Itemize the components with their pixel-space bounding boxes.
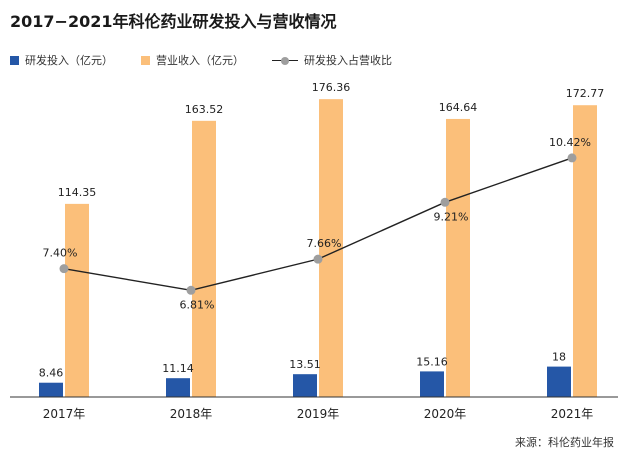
bar-revenue [192, 120, 216, 397]
bar-revenue [65, 203, 89, 397]
data-label-rd: 8.46 [39, 367, 64, 380]
data-label-ratio: 7.40% [43, 247, 78, 260]
bar-rd [547, 366, 571, 397]
data-label-ratio: 9.21% [434, 210, 469, 223]
x-tick-label: 2017年 [43, 407, 86, 421]
bar-revenue [319, 99, 343, 397]
legend-swatch-ratio [272, 56, 298, 65]
x-tick-label: 2021年 [551, 407, 594, 421]
x-tick-label: 2019年 [297, 407, 340, 421]
bar-revenue [446, 118, 470, 397]
ratio-marker [313, 254, 323, 264]
bar-rd [293, 374, 317, 397]
data-label-rd: 13.51 [289, 358, 321, 371]
bar-rd [166, 378, 190, 397]
source-note: 来源：科伦药业年报 [515, 436, 614, 449]
data-label-rd: 11.14 [162, 362, 194, 375]
x-tick-label: 2020年 [424, 407, 467, 421]
data-label-rd: 18 [552, 351, 566, 364]
legend-label-revenue: 营业收入（亿元） [156, 54, 244, 67]
legend-label-rd: 研发投入（亿元） [25, 54, 113, 67]
data-label-revenue: 114.35 [58, 186, 97, 199]
ratio-marker [59, 264, 69, 274]
legend-item-revenue: 营业收入（亿元） [141, 52, 244, 68]
data-label-ratio: 6.81% [180, 298, 215, 311]
legend-item-ratio: 研发投入占营收比 [272, 52, 392, 68]
data-label-revenue: 163.52 [185, 103, 224, 116]
data-label-ratio: 10.42% [549, 136, 591, 149]
bar-rd [39, 382, 63, 397]
data-label-revenue: 164.64 [439, 101, 478, 114]
data-label-ratio: 7.66% [307, 237, 342, 250]
legend-swatch-revenue [141, 55, 150, 65]
legend: 研发投入（亿元） 营业收入（亿元） 研发投入占营收比 [10, 52, 420, 68]
legend-label-ratio: 研发投入占营收比 [304, 54, 392, 67]
chart-title: 2017−2021年科伦药业研发投入与营收情况 [10, 12, 337, 31]
x-tick-label: 2018年 [170, 407, 213, 421]
ratio-line [63, 157, 573, 292]
data-label-revenue: 172.77 [566, 87, 605, 100]
legend-swatch-rd [10, 55, 19, 65]
ratio-marker [567, 153, 577, 163]
bar-rd [420, 371, 444, 397]
ratio-marker [186, 285, 196, 295]
data-label-rd: 15.16 [416, 355, 448, 368]
data-label-revenue: 176.36 [312, 81, 351, 94]
legend-item-rd: 研发投入（亿元） [10, 52, 113, 68]
bar-revenue [573, 105, 597, 397]
ratio-marker [440, 197, 450, 207]
